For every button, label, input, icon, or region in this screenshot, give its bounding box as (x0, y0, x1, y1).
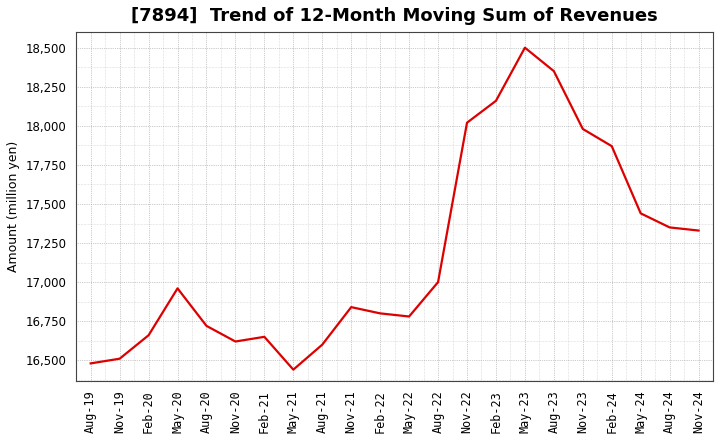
Title: [7894]  Trend of 12-Month Moving Sum of Revenues: [7894] Trend of 12-Month Moving Sum of R… (131, 7, 658, 25)
Y-axis label: Amount (million yen): Amount (million yen) (7, 141, 20, 272)
